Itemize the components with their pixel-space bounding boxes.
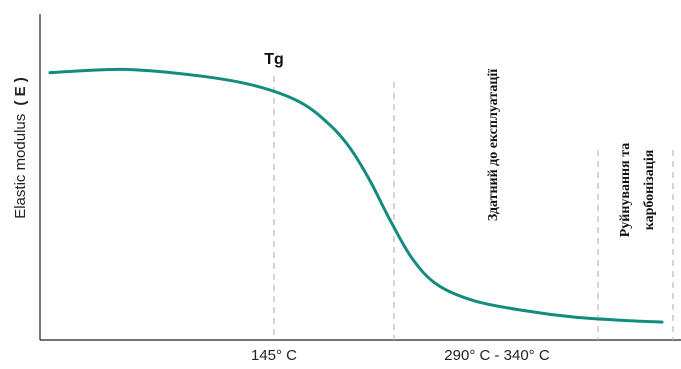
usable-region-label: Здатний до експлуатації: [486, 69, 501, 221]
x-tick-label-145: 145° C: [251, 347, 297, 364]
x-tick-label-290-340: 290° C - 340° C: [444, 347, 550, 364]
y-axis-label-main: Elastic modulus: [12, 114, 29, 219]
destruction-region-label-line-1: Руйнування та: [618, 143, 633, 238]
modulus-curve: [48, 67, 664, 324]
tg-label: Tg: [264, 51, 284, 68]
y-axis-label-unit: ( E ): [12, 77, 29, 105]
destruction-region-label-line-2: карбонізація: [642, 149, 657, 230]
y-axis-label: Elastic modulus ( E ): [12, 77, 29, 219]
